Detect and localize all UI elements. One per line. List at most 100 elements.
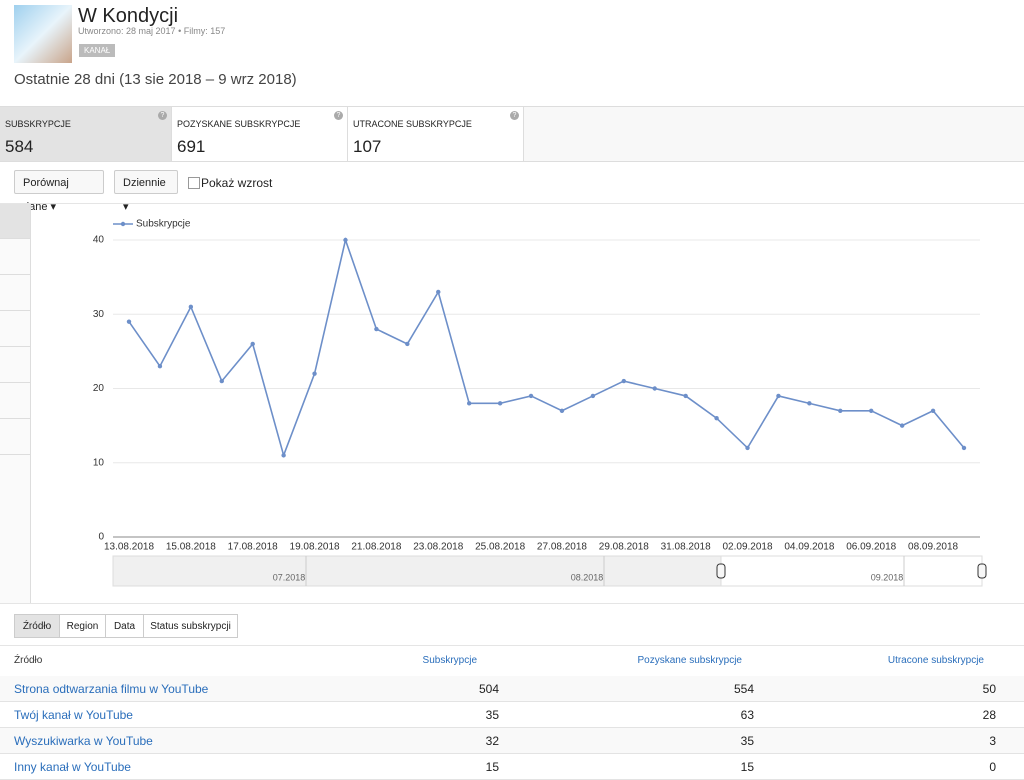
navigator-label: 09.2018 [871, 572, 904, 582]
source-link[interactable]: Inny kanał w YouTube [14, 760, 131, 774]
interval-label: Dziennie [123, 177, 166, 189]
point [497, 401, 503, 406]
y-tick-label: 20 [93, 383, 105, 394]
videos: Filmy: 157 [183, 26, 226, 36]
point [776, 393, 781, 399]
point [157, 364, 163, 369]
y-tick-label: 0 [98, 532, 104, 543]
cell: 50 [982, 682, 996, 696]
cell: 35 [740, 734, 754, 748]
x-tick-label: 15.08.2018 [166, 542, 216, 553]
chart-type-bar [0, 204, 31, 603]
point [869, 408, 874, 413]
point [436, 289, 441, 295]
navigator-label: 08.2018 [571, 572, 604, 582]
point [838, 408, 843, 413]
metric[interactable]: ? POZYSKANE SUBSKRYPCJE 691 [172, 107, 348, 161]
point [312, 371, 317, 376]
navigator-handle [716, 563, 726, 579]
source-link[interactable]: Wyszukiwarka w YouTube [14, 734, 153, 748]
x-tick-label: 19.08.2018 [290, 542, 340, 553]
x-tick-label: 17.08.2018 [228, 542, 278, 553]
cell: 0 [989, 760, 996, 774]
cell: 15 [740, 760, 754, 774]
avatar[interactable] [14, 5, 72, 63]
growth-label[interactable]: Pokaż wzrost [201, 176, 273, 190]
cell: 28 [982, 708, 996, 722]
chart: 0 10 20 30 40 13.08.2018 15.08.2018 17.08.2018 1… [93, 219, 987, 587]
x-tick-label: 27.08.2018 [537, 542, 587, 553]
metric-value: 691 [177, 137, 206, 156]
series-line [128, 237, 965, 458]
chart-type-line[interactable] [0, 204, 30, 239]
point [559, 408, 565, 413]
source-link[interactable]: Strona odtwarzania filmu w YouTube [14, 682, 209, 696]
x-tick-label: 04.09.2018 [784, 542, 834, 553]
cell: 63 [740, 708, 754, 722]
y-tick-label: 30 [93, 309, 105, 320]
chart-type[interactable] [0, 383, 30, 419]
metric[interactable]: ? UTRACONE SUBSKRYPCJE 107 [348, 107, 524, 161]
point [683, 393, 688, 399]
x-tick-label: 21.08.2018 [351, 542, 401, 553]
tab[interactable]: Data [105, 614, 144, 638]
legend-label: Subskrypcje [136, 219, 191, 230]
checkbox[interactable] [188, 177, 200, 189]
chart-type[interactable] [0, 239, 30, 275]
x-tick-label: 25.08.2018 [475, 542, 525, 553]
chart-type[interactable] [0, 311, 30, 347]
point [652, 386, 657, 391]
compare-button[interactable]: Porównaj dane ▾ [14, 170, 104, 213]
metric-label: POZYSKANE SUBSKRYPCJE [177, 119, 301, 129]
point [528, 393, 534, 399]
point [188, 304, 194, 310]
channel-title[interactable]: W Kondycji [78, 5, 179, 27]
badge: KANAŁ [79, 44, 116, 57]
table-row [0, 676, 1024, 702]
point [807, 401, 812, 406]
point [343, 237, 348, 243]
point [899, 423, 905, 428]
chart-type[interactable] [0, 347, 30, 383]
column-header[interactable]: Utracone subskrypcje [887, 655, 984, 666]
period: Ostatnie 28 dni (13 sie 2018 – 9 wrz 201… [14, 71, 297, 88]
x-tick-label: 02.09.2018 [722, 542, 772, 553]
tab[interactable]: Źródło [14, 614, 60, 638]
metric-label: SUBSKRYPCJE [5, 119, 71, 129]
x-tick-label: 13.08.2018 [104, 542, 154, 553]
cell: 554 [733, 682, 754, 696]
cell: 15 [485, 760, 499, 774]
x-tick-label: 08.09.2018 [908, 542, 958, 553]
point [590, 393, 596, 399]
point [250, 341, 255, 347]
tab[interactable]: Region [59, 614, 106, 638]
x-tick-label: 29.08.2018 [599, 542, 649, 553]
cell: 504 [478, 682, 499, 696]
point [374, 326, 379, 332]
created: Utworzono: 28 maj 2017 [78, 26, 176, 36]
chart-type[interactable] [0, 419, 30, 455]
tab[interactable]: Status subskrypcji [143, 614, 238, 638]
table-row [0, 754, 1024, 780]
interval-button[interactable]: Dziennie ▾ [114, 170, 178, 213]
table-row [0, 702, 1024, 728]
point [219, 378, 224, 384]
column-header: Źródło [14, 655, 43, 666]
x-tick-label: 06.09.2018 [846, 542, 896, 553]
cell: 32 [485, 734, 499, 748]
source-link[interactable]: Twój kanał w YouTube [14, 708, 133, 722]
point [281, 453, 286, 458]
metric-value: 584 [5, 137, 34, 156]
table-row [0, 728, 1024, 754]
column-header[interactable]: Subskrypcje [422, 655, 477, 666]
point [745, 445, 750, 451]
point [714, 416, 719, 421]
point [466, 401, 472, 406]
metric[interactable]: ? SUBSKRYPCJE 584 [0, 107, 172, 161]
column-header[interactable]: Pozyskane subskrypcje [637, 655, 743, 666]
cell: 35 [485, 708, 499, 722]
point [930, 408, 936, 413]
x-tick-label: 23.08.2018 [413, 542, 463, 553]
chart-type[interactable] [0, 275, 30, 311]
